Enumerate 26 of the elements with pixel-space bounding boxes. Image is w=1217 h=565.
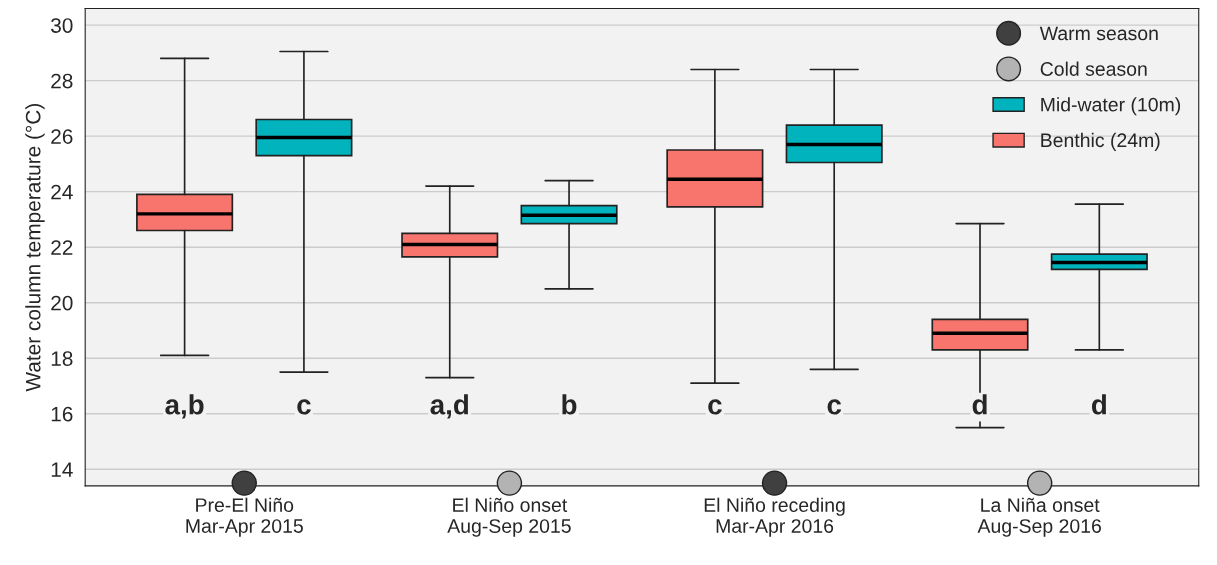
y-tick-label: 26: [51, 129, 73, 144]
annotation: a,d: [430, 394, 468, 419]
annotation: c: [297, 399, 311, 415]
legend-label: Mid-water (10m): [1041, 97, 1181, 116]
y-tick-label: 14: [51, 462, 73, 477]
y-axis-title: Water column temperature (°C): [25, 104, 45, 392]
y-tick-label: 16: [51, 406, 73, 422]
annotation: d: [1091, 394, 1106, 415]
x-tick-label: Pre-El Niño Mar-Apr 2015: [186, 497, 303, 537]
y-tick-label: 20: [51, 295, 73, 311]
legend-label: Warm season: [1039, 26, 1158, 41]
y-tick-label: 18: [51, 351, 73, 366]
annotation: c: [827, 399, 842, 415]
x-tick-label: La Niña onset Aug-Sep 2016: [977, 497, 1101, 537]
annotation: d: [972, 394, 987, 415]
x-tick-label: El Niño receding Mar-Apr 2016: [704, 497, 845, 537]
y-tick-label: 28: [51, 73, 73, 89]
y-tick-label: 22: [51, 240, 73, 255]
annotation: a,b: [165, 394, 204, 419]
y-tick-label: 24: [51, 184, 73, 200]
y-tick-label: 30: [51, 18, 73, 33]
annotation: b: [562, 394, 577, 415]
x-tick-label: El Niño onset Aug-Sep 2015: [447, 497, 571, 537]
legend-label: Cold season: [1040, 61, 1147, 76]
annotation: c: [708, 399, 722, 415]
legend-label: Benthic (24m): [1041, 132, 1160, 151]
